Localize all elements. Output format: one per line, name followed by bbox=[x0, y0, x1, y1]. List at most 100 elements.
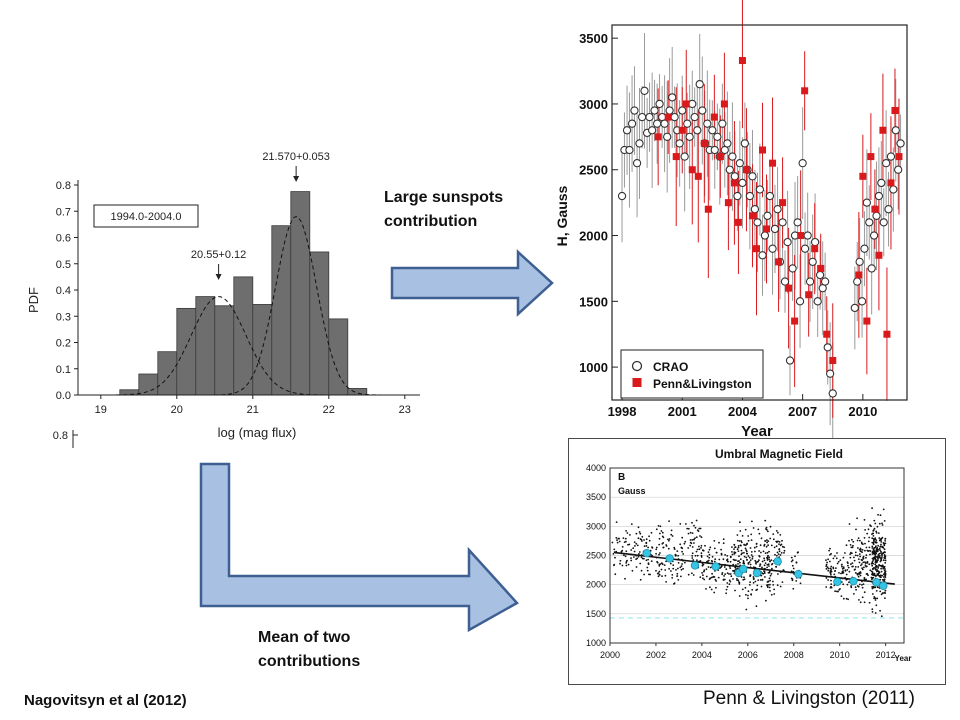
umb-data-dot bbox=[863, 577, 866, 579]
umb-data-dot bbox=[770, 573, 773, 575]
umb-data-dot bbox=[694, 554, 697, 557]
umb-data-dot bbox=[625, 530, 627, 532]
umb-data-dot bbox=[883, 578, 886, 581]
umb-data-dot bbox=[858, 561, 861, 564]
umb-data-dot bbox=[715, 551, 718, 554]
umb-data-dot bbox=[722, 542, 725, 545]
crao-point bbox=[850, 303, 859, 313]
umb-data-dot bbox=[744, 547, 747, 550]
umb-data-dot bbox=[874, 522, 877, 525]
top-legend-penn-marker bbox=[632, 378, 642, 387]
umb-data-dot bbox=[761, 560, 764, 563]
umb-data-dot bbox=[864, 562, 867, 564]
umb-data-dot bbox=[670, 533, 673, 536]
umb-data-dot bbox=[884, 574, 886, 577]
umb-data-dot bbox=[615, 537, 618, 539]
umb-data-dot bbox=[881, 555, 883, 557]
umb-data-dot bbox=[772, 538, 775, 541]
umb-data-dot bbox=[618, 540, 621, 543]
umb-data-dot bbox=[698, 545, 700, 548]
umb-data-dot bbox=[857, 585, 860, 588]
penn-point bbox=[775, 258, 783, 266]
umb-data-dot bbox=[756, 584, 759, 587]
umb-data-dot bbox=[790, 556, 793, 559]
umb-data-dot bbox=[648, 539, 651, 542]
umb-data-dot bbox=[825, 563, 828, 566]
top-x-tick-label: 2001 bbox=[668, 404, 697, 419]
umb-panel-label: B bbox=[618, 472, 625, 483]
umb-data-dot bbox=[874, 597, 877, 600]
umb-data-dot bbox=[740, 553, 743, 556]
umb-data-dot bbox=[870, 525, 872, 528]
umb-data-dot bbox=[720, 566, 722, 569]
crao-point bbox=[750, 205, 760, 214]
umb-data-dot bbox=[856, 573, 859, 575]
umb-data-dot bbox=[766, 566, 768, 569]
umb-data-dot bbox=[611, 541, 614, 544]
umb-data-dot bbox=[747, 555, 750, 557]
umb-data-dot bbox=[847, 566, 850, 569]
umb-data-dot bbox=[761, 579, 764, 581]
penn-point bbox=[871, 205, 879, 213]
umb-data-dot bbox=[763, 557, 765, 560]
umb-data-dot bbox=[699, 576, 702, 579]
crao-point bbox=[798, 159, 807, 168]
umb-data-dot bbox=[854, 566, 857, 568]
umb-data-dot bbox=[671, 574, 674, 576]
umb-data-dot bbox=[871, 507, 873, 510]
umb-data-dot bbox=[876, 525, 879, 528]
umb-data-dot bbox=[862, 583, 865, 585]
penn-point bbox=[738, 57, 746, 65]
hist-xlabel: log (mag flux) bbox=[218, 425, 297, 440]
hist-annotation-arrowhead bbox=[215, 274, 222, 280]
umb-data-dot bbox=[755, 561, 757, 564]
hist-bar bbox=[309, 251, 330, 396]
umb-data-dot bbox=[639, 578, 642, 581]
umb-data-dot bbox=[871, 560, 874, 563]
umb-data-dot bbox=[726, 585, 729, 588]
umb-data-dot bbox=[869, 569, 872, 572]
crao-point bbox=[740, 139, 750, 148]
umb-data-dot bbox=[708, 553, 711, 556]
umb-data-dot bbox=[723, 566, 726, 568]
umb-data-dot bbox=[882, 508, 885, 511]
umb-data-dot bbox=[884, 572, 887, 575]
umb-data-dot bbox=[733, 553, 736, 555]
umb-data-dot bbox=[655, 569, 657, 572]
umb-data-dot bbox=[767, 530, 769, 533]
umb-data-dot bbox=[705, 588, 707, 590]
umb-data-dot bbox=[766, 559, 769, 561]
umb-data-dot bbox=[751, 555, 754, 558]
umb-data-dot bbox=[857, 575, 860, 578]
umb-data-dot bbox=[660, 530, 663, 532]
hist-y-tick-label: 0.8 bbox=[56, 180, 71, 192]
umb-data-dot bbox=[612, 553, 615, 555]
umb-data-dot bbox=[882, 559, 885, 562]
crao-point bbox=[763, 211, 772, 220]
crao-point bbox=[793, 218, 802, 227]
penn-point bbox=[811, 245, 819, 253]
umb-data-dot bbox=[674, 553, 677, 556]
penn-point bbox=[734, 218, 742, 226]
penn-point bbox=[688, 166, 696, 174]
umb-data-dot bbox=[648, 573, 650, 576]
umb-data-dot bbox=[764, 562, 767, 564]
umb-data-dot bbox=[859, 555, 861, 558]
umb-data-dot bbox=[852, 565, 854, 568]
umb-data-dot bbox=[667, 538, 669, 541]
umb-data-dot bbox=[762, 550, 765, 553]
umb-mean-point bbox=[739, 564, 748, 574]
hist-annotation-arrowhead bbox=[293, 176, 300, 182]
umb-data-dot bbox=[747, 562, 750, 564]
umb-data-dot bbox=[762, 572, 765, 575]
umb-data-dot bbox=[676, 550, 679, 552]
umb-data-dot bbox=[848, 570, 851, 573]
umb-data-dot bbox=[726, 582, 729, 584]
umb-data-dot bbox=[766, 541, 768, 544]
umb-data-dot bbox=[703, 578, 706, 581]
umb-data-dot bbox=[752, 527, 755, 529]
umb-data-dot bbox=[736, 534, 739, 536]
umb-data-dot bbox=[875, 604, 878, 607]
umb-data-dot bbox=[783, 546, 785, 549]
umb-data-dot bbox=[700, 536, 703, 539]
